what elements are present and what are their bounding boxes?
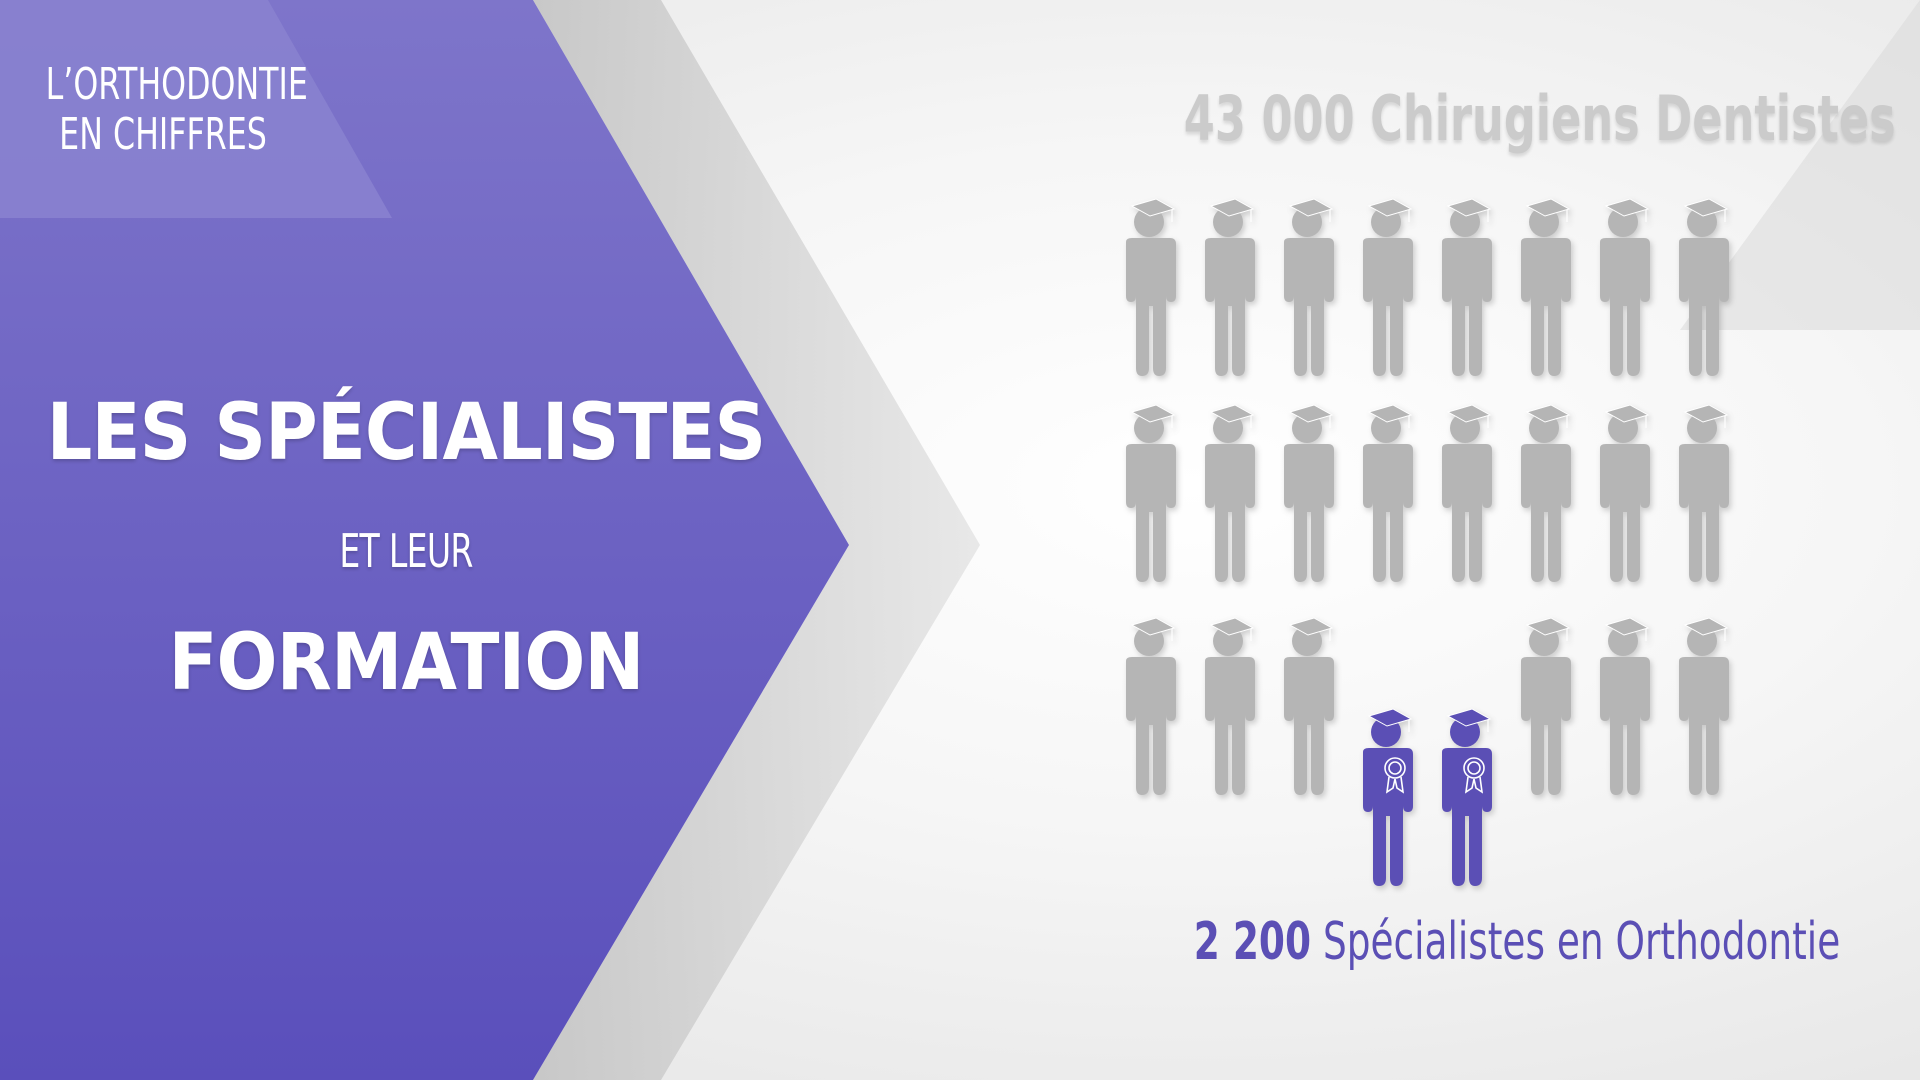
dentist-person-icon (1511, 196, 1581, 378)
dentist-person-icon (1116, 615, 1186, 797)
dentist-person-icon (1116, 402, 1186, 584)
corner-line-1: L’ORTHODONTIE (45, 59, 308, 110)
dentist-person-icon (1669, 615, 1739, 797)
purple-panel (0, 0, 849, 1080)
dentist-person-icon (1511, 615, 1581, 797)
dentist-person-icon (1432, 196, 1502, 378)
dentist-person-icon (1274, 615, 1344, 797)
dentist-person-icon (1669, 196, 1739, 378)
dentist-person-icon (1195, 402, 1265, 584)
specialist-person-icon (1353, 706, 1423, 888)
dentist-person-icon (1195, 615, 1265, 797)
title-line-1: LES SPÉCIALISTES (46, 388, 767, 478)
corner-box (0, 0, 392, 218)
right-light-shape (1680, 0, 1920, 330)
title-line-3: FORMATION (168, 618, 644, 708)
dentist-person-icon (1590, 196, 1660, 378)
gray-chevron (533, 0, 980, 1080)
dentists-label: 43 000 Chirugiens Dentistes (1183, 82, 1896, 155)
corner-label: L’ORTHODONTIE EN CHIFFRES (45, 59, 308, 160)
specialists-number: 2 200 (1193, 912, 1312, 972)
dentist-person-icon (1590, 615, 1660, 797)
specialists-label: 2 200 Spécialistes en Orthodontie (1193, 912, 1840, 972)
dentist-person-icon (1590, 402, 1660, 584)
dentist-person-icon (1116, 196, 1186, 378)
dentist-person-icon (1353, 196, 1423, 378)
dentist-person-icon (1353, 402, 1423, 584)
dentist-person-icon (1274, 196, 1344, 378)
corner-line-2: EN CHIFFRES (59, 109, 267, 160)
specialists-text: Spécialistes en Orthodontie (1311, 912, 1841, 972)
dentist-person-icon (1195, 196, 1265, 378)
dentist-person-icon (1432, 402, 1502, 584)
dentist-person-icon (1669, 402, 1739, 584)
dentist-person-icon (1511, 402, 1581, 584)
specialist-person-icon (1432, 706, 1502, 888)
dentist-person-icon (1274, 402, 1344, 584)
title-line-2: ET LEUR (339, 524, 473, 578)
